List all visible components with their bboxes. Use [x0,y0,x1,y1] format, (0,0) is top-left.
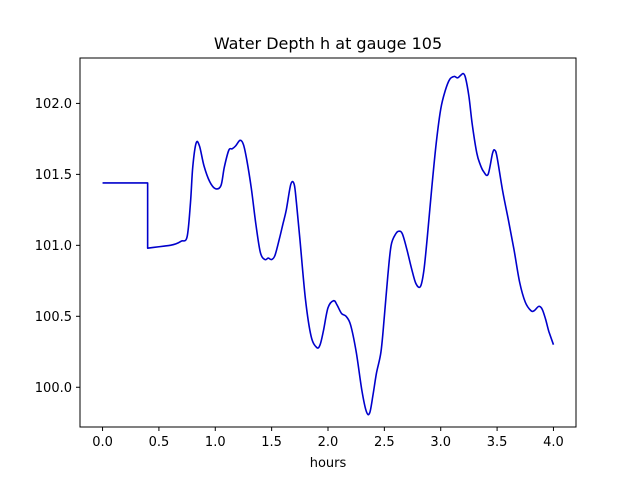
x-axis-label: hours [310,456,347,471]
plot-area-frame [79,57,577,428]
x-tick-label: 0.5 [149,435,170,450]
y-axis-ticks: 100.0 100.5 101.0 101.5 102.0 [35,97,80,396]
x-tick-label: 3.5 [487,435,508,450]
y-tick-label: 102.0 [35,97,72,112]
x-axis-ticks: 0.0 0.5 1.0 1.5 2.0 2.5 3.0 3.5 4.0 [92,427,564,450]
x-tick-label: 1.5 [261,435,282,450]
x-tick-label: 4.0 [543,435,564,450]
series-layer [102,72,555,416]
y-tick-label: 100.5 [35,310,72,325]
x-tick-label: 2.0 [318,435,339,450]
x-tick-label: 1.0 [205,435,226,450]
series-line [102,72,555,416]
x-tick-label: 3.0 [430,435,451,450]
chart-title: Water Depth h at gauge 105 [214,34,442,53]
y-tick-label: 100.0 [35,381,72,396]
x-tick-label: 0.0 [92,435,113,450]
x-tick-label: 2.5 [374,435,395,450]
y-tick-label: 101.0 [35,239,72,254]
y-tick-label: 101.5 [35,168,72,183]
